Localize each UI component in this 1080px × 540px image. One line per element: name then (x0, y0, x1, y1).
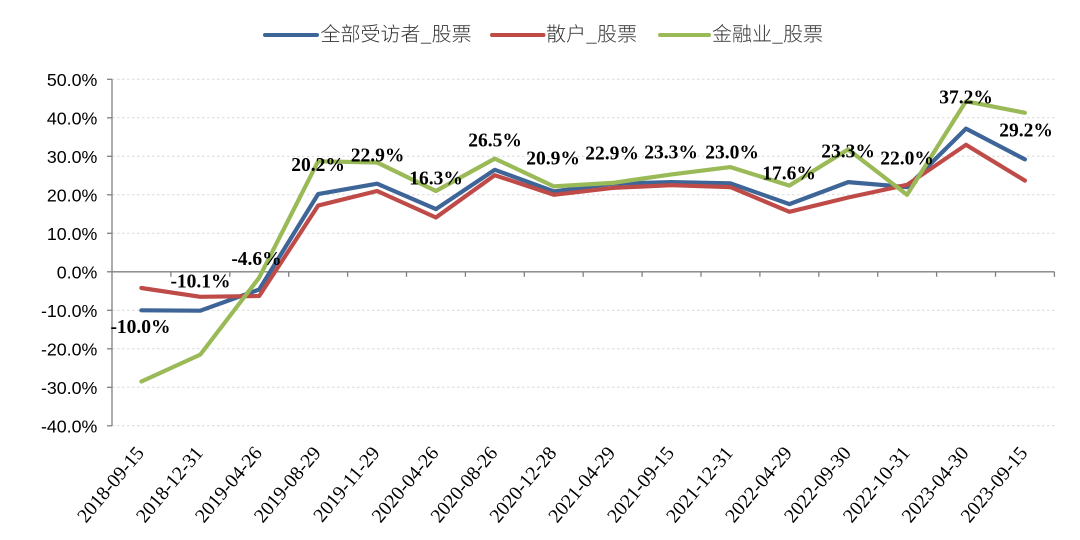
svg-text:37.2%: 37.2% (939, 88, 993, 109)
svg-text:-4.6%: -4.6% (231, 249, 281, 270)
svg-text:23.3%: 23.3% (644, 143, 698, 164)
svg-text:20.9%: 20.9% (526, 149, 580, 170)
svg-text:-10.0%: -10.0% (41, 301, 98, 321)
svg-text:29.2%: 29.2% (999, 121, 1053, 142)
svg-text:-40.0%: -40.0% (41, 416, 98, 436)
svg-text:50.0%: 50.0% (47, 70, 98, 90)
svg-text:20.2%: 20.2% (291, 155, 345, 176)
svg-text:0.0%: 0.0% (57, 262, 98, 282)
svg-text:-10.1%: -10.1% (170, 272, 230, 293)
svg-text:40.0%: 40.0% (47, 108, 98, 128)
svg-text:-20.0%: -20.0% (41, 339, 98, 359)
svg-text:30.0%: 30.0% (47, 147, 98, 167)
svg-text:17.6%: 17.6% (762, 164, 816, 185)
svg-text:26.5%: 26.5% (468, 131, 522, 152)
svg-text:22.9%: 22.9% (351, 146, 405, 167)
svg-text:-30.0%: -30.0% (41, 378, 98, 398)
svg-text:23.0%: 23.0% (705, 143, 759, 164)
svg-text:10.0%: 10.0% (47, 224, 98, 244)
svg-text:22.0%: 22.0% (880, 149, 934, 170)
svg-text:-10.0%: -10.0% (110, 317, 170, 338)
svg-text:23.3%: 23.3% (821, 142, 875, 163)
svg-text:22.9%: 22.9% (585, 144, 639, 165)
svg-text:16.3%: 16.3% (409, 169, 463, 190)
svg-text:20.0%: 20.0% (47, 185, 98, 205)
